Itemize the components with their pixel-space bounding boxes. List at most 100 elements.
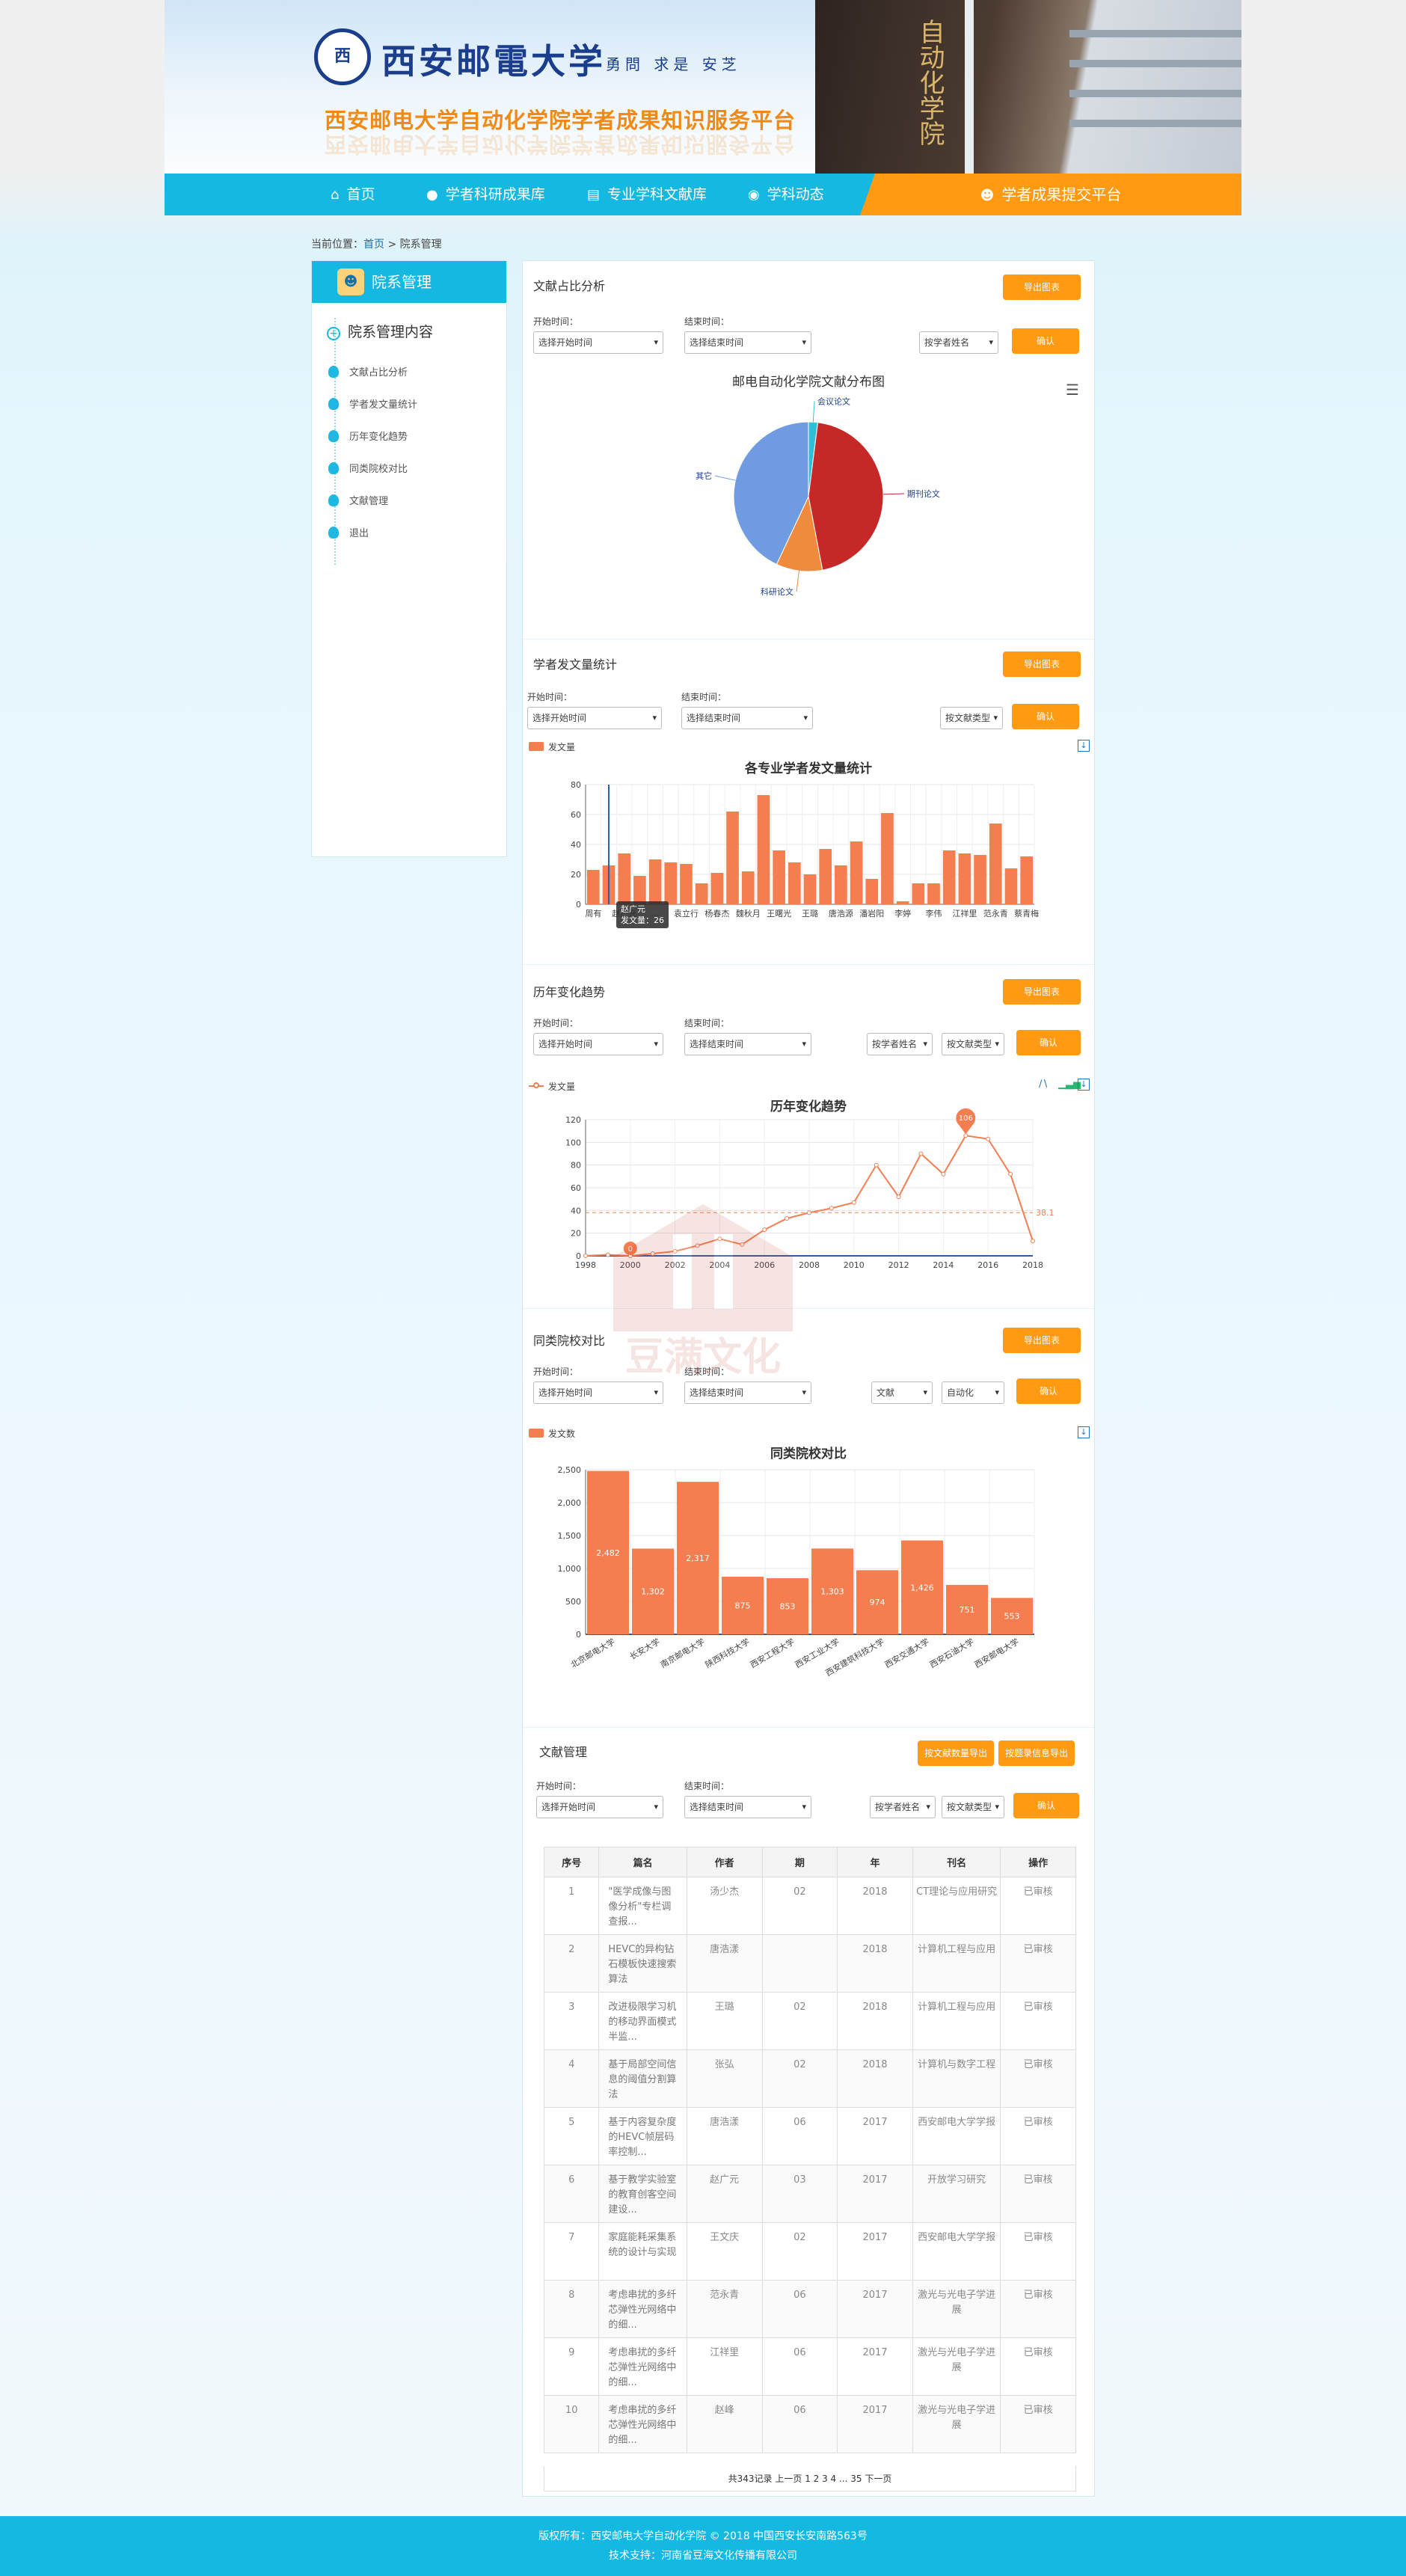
y-tick-label: 20 <box>571 870 581 880</box>
y-tick-label: 2,500 <box>558 1465 582 1475</box>
table-cell: 03 <box>761 2165 838 2223</box>
download-icon[interactable]: ↓ <box>1078 740 1090 752</box>
bar-value-label: 875 <box>735 1601 751 1611</box>
status-cell[interactable]: 已审核 <box>1000 1877 1076 1935</box>
breadcrumb-home-link[interactable]: 首页 <box>363 239 384 251</box>
sidebar-item-publication-stats[interactable]: 学者发文量统计 <box>328 396 417 411</box>
title-cell[interactable]: 考虑串扰的多纤芯弹性光网络中的细... <box>598 2280 687 2338</box>
bar <box>819 849 832 904</box>
sort-by-type-select[interactable]: 按文献类型 <box>942 1796 1004 1818</box>
sidebar-item-peer-comparison[interactable]: 同类院校对比 <box>328 461 408 475</box>
table-cell: 06 <box>761 2395 838 2453</box>
sidebar-item-literature-management[interactable]: 文献管理 <box>328 493 388 507</box>
bar-chart-icon[interactable]: ▁▃▅ <box>1058 1079 1081 1090</box>
legend-label[interactable]: 发文量 <box>548 1082 576 1092</box>
sort-by-name-select[interactable]: 按学者姓名 <box>867 1033 933 1055</box>
start-time-select[interactable]: 选择开始时间 <box>536 1796 663 1818</box>
status-cell[interactable]: 已审核 <box>1000 1992 1076 2050</box>
pie-slice-label: 科研论文 <box>761 586 793 597</box>
sidebar-item-share-analysis[interactable]: 文献占比分析 <box>328 364 408 378</box>
nav-item-scholar-results[interactable]: ● 学者科研成果库 <box>426 174 545 215</box>
table-cell: 范永青 <box>686 2280 763 2338</box>
export-by-info-button[interactable]: 按题录信息导出 <box>998 1741 1075 1766</box>
confirm-button[interactable]: 确认 <box>1012 328 1079 354</box>
confirm-button[interactable]: 确认 <box>1016 1379 1081 1404</box>
sort-by-name-select[interactable]: 按学者姓名 <box>870 1796 936 1818</box>
export-chart-button[interactable]: 导出图表 <box>1003 1328 1081 1353</box>
max-label: 106 <box>959 1114 973 1123</box>
sort-by-type-select[interactable]: 按文献类型 <box>940 707 1003 729</box>
download-icon[interactable]: ↓ <box>1078 1426 1090 1438</box>
end-time-select[interactable]: 选择结束时间 <box>684 1033 811 1055</box>
x-tick-label: 王曙光 <box>767 908 791 919</box>
status-cell[interactable]: 已审核 <box>1000 2337 1076 2396</box>
menu-icon[interactable]: ☰ <box>1066 381 1079 399</box>
title-cell[interactable]: HEVC的异构钻石模板快速搜索算法 <box>598 1934 687 1993</box>
footer: 版权所有：西安邮电大学自动化学院 © 2018 中国西安长安南路563号 技术支… <box>0 2516 1406 2576</box>
title-cell[interactable]: "医学成像与图像分析"专栏调查报... <box>598 1877 687 1935</box>
line-chart-icon[interactable]: ∕∖ <box>1039 1079 1049 1090</box>
end-time-select[interactable]: 选择结束时间 <box>684 331 811 354</box>
title-cell[interactable]: 基于局部空间信息的阈值分割算法 <box>598 2049 687 2108</box>
legend-label[interactable]: 发文数 <box>548 1429 576 1439</box>
table-cell: 激光与光电子学进展 <box>912 2337 1001 2396</box>
nav-item-subject-literature[interactable]: ▤ 专业学科文献库 <box>587 174 707 215</box>
column-header: 序号 <box>543 1847 600 1877</box>
nav-item-home[interactable]: ⌂ 首页 <box>331 174 375 215</box>
table-row: 7 家庭能耗采集系统的设计与实现 王文庆 02 2017 西安邮电大学学报 已审核 <box>543 2222 1076 2281</box>
end-time-select[interactable]: 选择结束时间 <box>681 707 813 729</box>
export-chart-button[interactable]: 导出图表 <box>1003 979 1081 1005</box>
bar-value-label: 1,303 <box>820 1587 844 1597</box>
legend-label[interactable]: 发文量 <box>548 742 576 752</box>
status-cell[interactable]: 已审核 <box>1000 2395 1076 2453</box>
pagination[interactable]: 共343记录 上一页 1 2 3 4 ... 35 下一页 <box>544 2466 1076 2491</box>
table-cell: 06 <box>761 2280 838 2338</box>
sidebar-item-logout[interactable]: 退出 <box>328 525 369 539</box>
title-cell[interactable]: 家庭能耗采集系统的设计与实现 <box>598 2222 687 2281</box>
status-cell[interactable]: 已审核 <box>1000 2280 1076 2338</box>
bar <box>680 864 693 904</box>
confirm-button[interactable]: 确认 <box>1013 1793 1079 1818</box>
title-cell[interactable]: 考虑串扰的多纤芯弹性光网络中的细... <box>598 2395 687 2453</box>
literature-type-select[interactable]: 文献 <box>871 1381 933 1404</box>
sidebar-item-yearly-trend[interactable]: 历年变化趋势 <box>328 429 408 443</box>
sidebar-item-label: 退出 <box>349 528 369 539</box>
title-cell[interactable]: 基于内容复杂度的HEVC帧层码率控制... <box>598 2107 687 2165</box>
title-cell[interactable]: 基于教学实验室的教育创客空间建设... <box>598 2165 687 2223</box>
start-time-select[interactable]: 选择开始时间 <box>527 707 662 729</box>
status-cell[interactable]: 已审核 <box>1000 1934 1076 1993</box>
title-cell[interactable]: 改进极限学习机的移动界面模式半监... <box>598 1992 687 2050</box>
major-select[interactable]: 自动化 <box>942 1381 1004 1404</box>
confirm-button[interactable]: 确认 <box>1016 1030 1081 1055</box>
status-cell[interactable]: 已审核 <box>1000 2165 1076 2223</box>
export-by-count-button[interactable]: 按文献数量导出 <box>918 1741 994 1766</box>
confirm-button[interactable]: 确认 <box>1012 704 1079 729</box>
start-time-select[interactable]: 选择开始时间 <box>533 331 663 354</box>
export-chart-button[interactable]: 导出图表 <box>1003 651 1081 677</box>
status-cell[interactable]: 已审核 <box>1000 2222 1076 2281</box>
start-time-select[interactable]: 选择开始时间 <box>533 1381 663 1404</box>
status-cell[interactable]: 已审核 <box>1000 2049 1076 2108</box>
nav-item-subject-news[interactable]: ◉ 学科动态 <box>748 174 824 215</box>
column-header: 期 <box>761 1847 838 1877</box>
export-chart-button[interactable]: 导出图表 <box>1003 275 1081 300</box>
nav-submit-platform[interactable]: ☻ 学者成果提交平台 <box>860 174 1241 215</box>
x-tick-label: 李婷 <box>894 908 911 919</box>
title-cell[interactable]: 考虑串扰的多纤芯弹性光网络中的细... <box>598 2337 687 2396</box>
x-tick-label: 江祥里 <box>952 908 977 919</box>
end-time-select[interactable]: 选择结束时间 <box>684 1381 811 1404</box>
end-time-select[interactable]: 选择结束时间 <box>684 1796 811 1818</box>
bulb-icon: ● <box>426 187 438 203</box>
pie-label-line <box>714 475 736 481</box>
y-tick-label: 40 <box>571 1206 581 1215</box>
table-cell: 2017 <box>837 2222 913 2281</box>
table-row: 5 基于内容复杂度的HEVC帧层码率控制... 唐浩漾 06 2017 西安邮电大学学报已… <box>543 2107 1076 2165</box>
sort-by-name-select[interactable]: 按学者姓名 <box>919 331 998 354</box>
start-time-select[interactable]: 选择开始时间 <box>533 1033 663 1055</box>
download-icon[interactable]: ↓ <box>1078 1079 1090 1091</box>
sort-by-type-select[interactable]: 按文献类型 <box>942 1033 1004 1055</box>
status-cell[interactable]: 已审核 <box>1000 2107 1076 2165</box>
y-tick-label: 60 <box>571 1183 581 1193</box>
x-tick-label: 2010 <box>844 1260 865 1270</box>
